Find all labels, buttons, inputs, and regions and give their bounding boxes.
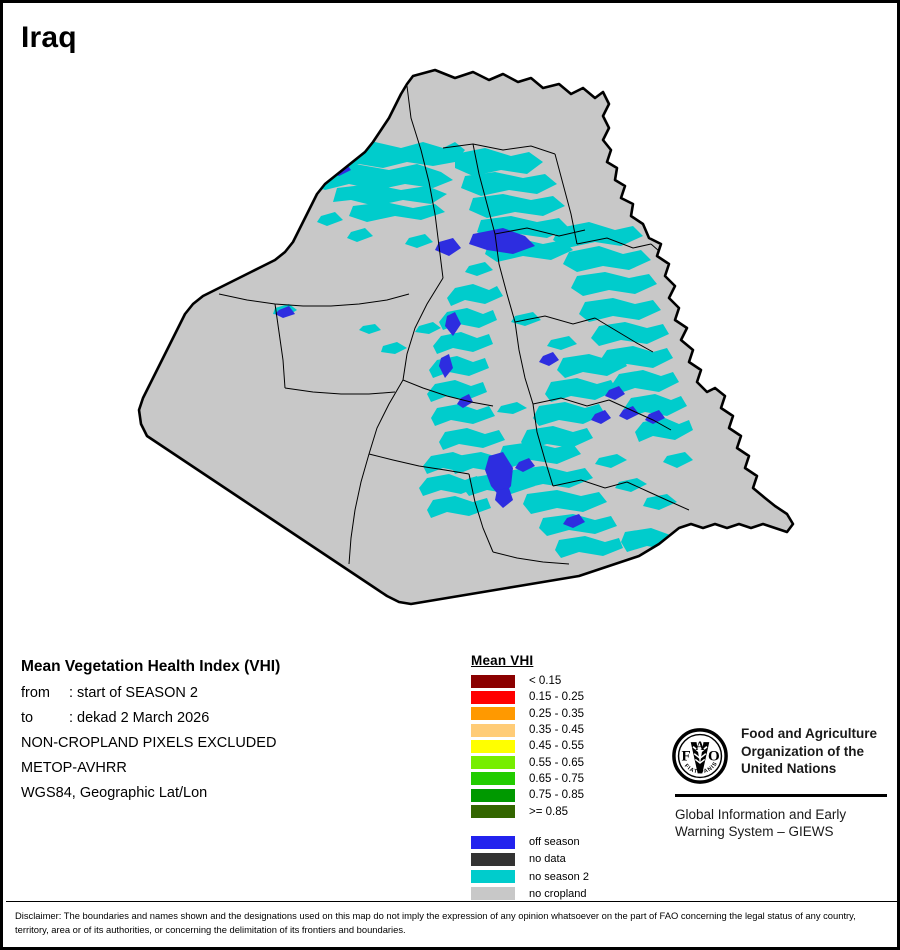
svg-text:F: F [681, 749, 690, 765]
metadata-from-value: : start of SEASON 2 [69, 685, 198, 701]
legend-class-row[interactable]: >= 0.85 [471, 803, 661, 819]
fao-org-line-1: Food and Agriculture [741, 726, 877, 741]
fao-divider [675, 794, 887, 797]
legend-class-swatch [471, 723, 515, 737]
legend-class-swatch [471, 788, 515, 802]
legend-class-row[interactable]: 0.55 - 0.65 [471, 754, 661, 770]
legend-class-label: < 0.15 [529, 675, 562, 688]
fao-logo-icon: F A O FIAT PANIS [672, 728, 728, 784]
legend-class-row[interactable]: 0.15 - 0.25 [471, 689, 661, 705]
legend-class-swatch [471, 690, 515, 704]
legend-special-swatch [471, 887, 515, 901]
legend-special-row[interactable]: no data [471, 851, 661, 868]
legend-class-row[interactable]: 0.35 - 0.45 [471, 722, 661, 738]
legend-class-row[interactable]: < 0.15 [471, 673, 661, 689]
legend-special-label: no cropland [529, 887, 587, 900]
giews-line-1: Global Information and Early [675, 806, 847, 822]
disclaimer-text: Disclaimer: The boundaries and names sho… [15, 910, 856, 936]
iraq-map-svg[interactable] [3, 58, 897, 628]
legend-class-label: 0.55 - 0.65 [529, 756, 584, 769]
legend-class-label: 0.35 - 0.45 [529, 724, 584, 737]
metadata-to-value: : dekad 2 March 2026 [69, 710, 210, 726]
legend-class-label: 0.45 - 0.55 [529, 740, 584, 753]
legend-special-swatch [471, 835, 515, 849]
legend-special-list: off season no data no season 2 no cropland [471, 834, 661, 903]
legend-class-label: >= 0.85 [529, 805, 569, 818]
legend-special-row[interactable]: no cropland [471, 885, 661, 902]
legend-class-row[interactable]: 0.45 - 0.55 [471, 738, 661, 754]
legend-special-label: no data [529, 853, 566, 866]
legend-class-swatch [471, 772, 515, 786]
fao-branding: F A O FIAT PANIS Food and Agriculture Or… [671, 725, 896, 841]
metadata-from-key: from [21, 685, 50, 701]
giews-line-2: Warning System – GIEWS [675, 824, 834, 840]
svg-text:O: O [708, 749, 720, 765]
fao-org-line-3: United Nations [741, 761, 837, 777]
disclaimer-divider [6, 901, 897, 902]
legend-spacer [471, 820, 661, 834]
legend-class-swatch [471, 739, 515, 753]
fao-org-line-2: Organization of the [741, 743, 864, 759]
legend-special-swatch [471, 870, 515, 884]
legend-class-swatch [471, 674, 515, 688]
national-border [137, 68, 795, 606]
metadata-sensor: METOP-AVHRR [21, 760, 127, 776]
legend-class-row[interactable]: 0.65 - 0.75 [471, 771, 661, 787]
legend-special-row[interactable]: no season 2 [471, 868, 661, 885]
map-metadata: Mean Vegetation Health Index (VHI) from:… [21, 658, 451, 810]
map-canvas[interactable] [3, 58, 897, 628]
legend-class-label: 0.25 - 0.35 [529, 707, 584, 720]
page-title: Iraq [21, 21, 77, 54]
metadata-cropland-note: NON-CROPLAND PIXELS EXCLUDED [21, 735, 277, 751]
legend-class-swatch [471, 707, 515, 721]
legend-class-list: < 0.15 0.15 - 0.25 0.25 - 0.35 0.35 - 0.45 0… [471, 673, 661, 820]
metadata-projection: WGS84, Geographic Lat/Lon [21, 785, 208, 801]
fao-logo-row: F A O FIAT PANIS Food and Agriculture Or… [671, 725, 896, 785]
metadata-to-row: to : dekad 2 March 2026 [21, 710, 451, 726]
legend-special-label: off season [529, 836, 580, 849]
legend-title: Mean VHI [471, 653, 534, 668]
legend-special-swatch [471, 852, 515, 866]
legend-class-swatch [471, 756, 515, 770]
map-legend: Mean VHI < 0.15 0.15 - 0.25 0.25 - 0.35 0.3… [471, 653, 661, 902]
metadata-from-row: from : start of SEASON 2 [21, 685, 451, 701]
giews-system-name: Global Information and Early Warning Sys… [675, 806, 896, 842]
legend-special-row[interactable]: off season [471, 834, 661, 851]
legend-class-swatch [471, 805, 515, 819]
legend-class-label: 0.75 - 0.85 [529, 789, 584, 802]
legend-class-row[interactable]: 0.25 - 0.35 [471, 706, 661, 722]
metadata-title: Mean Vegetation Health Index (VHI) [21, 658, 281, 675]
legend-class-row[interactable]: 0.75 - 0.85 [471, 787, 661, 803]
legend-class-label: 0.65 - 0.75 [529, 772, 584, 785]
legend-class-label: 0.15 - 0.25 [529, 691, 584, 704]
metadata-to-key: to [21, 710, 34, 726]
fao-organization-name: Food and Agriculture Organization of the… [741, 725, 877, 778]
svg-text:A: A [695, 739, 705, 753]
legend-special-label: no season 2 [529, 870, 589, 883]
